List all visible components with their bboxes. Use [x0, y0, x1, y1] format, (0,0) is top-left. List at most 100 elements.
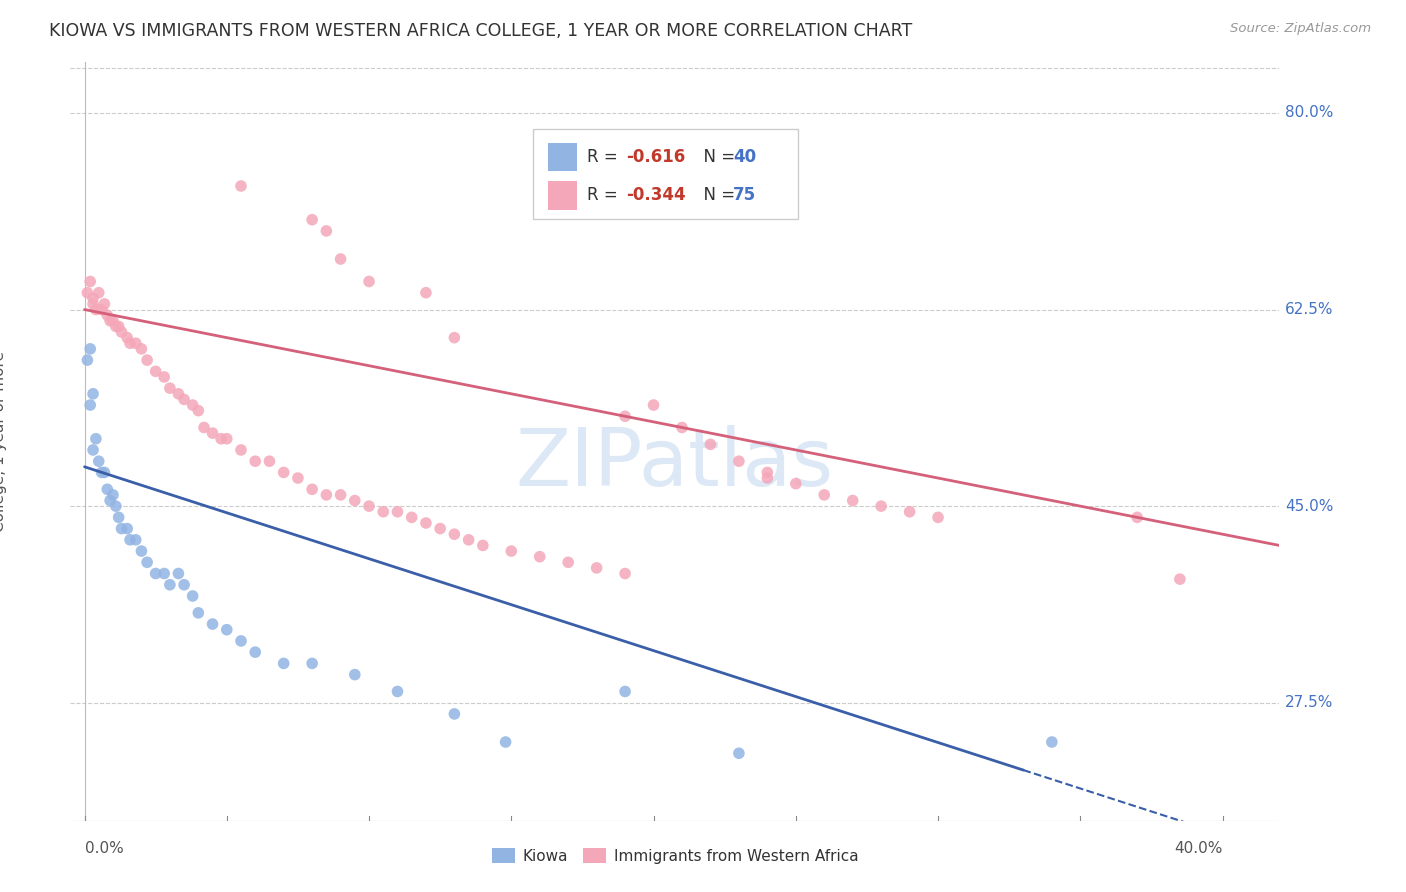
Point: [181, 589, 204, 603]
Point: [259, 454, 281, 468]
Point: [315, 224, 337, 238]
Point: [167, 566, 190, 581]
Point: [118, 533, 141, 547]
Point: [429, 522, 451, 536]
Point: [1040, 735, 1063, 749]
FancyBboxPatch shape: [533, 129, 799, 219]
Point: [110, 325, 132, 339]
Text: 45.0%: 45.0%: [1285, 499, 1333, 514]
Point: [173, 578, 195, 592]
Point: [93, 297, 115, 311]
Point: [167, 386, 190, 401]
Point: [415, 516, 437, 530]
Point: [76, 285, 98, 300]
Point: [401, 510, 423, 524]
Point: [90, 466, 112, 480]
Point: [115, 522, 138, 536]
Point: [215, 623, 238, 637]
Point: [585, 561, 607, 575]
Text: 0.0%: 0.0%: [84, 841, 124, 855]
Point: [215, 432, 238, 446]
Point: [201, 426, 224, 441]
Point: [159, 381, 181, 395]
Point: [229, 442, 252, 457]
Point: [173, 392, 195, 407]
Text: N =: N =: [693, 186, 741, 204]
Text: College, 1 year or more: College, 1 year or more: [0, 351, 7, 532]
Point: [457, 533, 479, 547]
Point: [495, 735, 517, 749]
Text: 40.0%: 40.0%: [1174, 841, 1223, 855]
Text: R =: R =: [586, 148, 623, 166]
Point: [181, 398, 204, 412]
Point: [343, 493, 366, 508]
Point: [756, 471, 779, 485]
Point: [201, 617, 224, 632]
Point: [125, 336, 148, 351]
Point: [387, 505, 409, 519]
Text: ZIPatlas: ZIPatlas: [516, 425, 834, 503]
Point: [159, 578, 181, 592]
Point: [79, 398, 101, 412]
Point: [501, 544, 523, 558]
Bar: [548, 143, 576, 171]
Point: [301, 212, 323, 227]
Text: Source: ZipAtlas.com: Source: ZipAtlas.com: [1230, 22, 1371, 36]
Point: [101, 488, 124, 502]
Point: [1126, 510, 1149, 524]
Text: 80.0%: 80.0%: [1285, 105, 1333, 120]
Point: [301, 657, 323, 671]
Point: [614, 684, 637, 698]
Point: [187, 606, 209, 620]
Point: [96, 308, 118, 322]
Point: [118, 336, 141, 351]
Point: [1168, 572, 1191, 586]
Text: 40: 40: [733, 148, 756, 166]
Point: [136, 555, 159, 569]
Point: [329, 488, 352, 502]
Point: [785, 476, 807, 491]
Point: [927, 510, 949, 524]
Point: [415, 285, 437, 300]
Text: -0.616: -0.616: [627, 148, 686, 166]
Point: [287, 471, 309, 485]
Point: [101, 314, 124, 328]
Point: [98, 493, 121, 508]
Point: [193, 420, 215, 434]
Point: [728, 746, 751, 760]
Point: [115, 331, 138, 345]
Point: [79, 275, 101, 289]
Text: 75: 75: [733, 186, 756, 204]
Text: R =: R =: [586, 186, 623, 204]
Point: [110, 522, 132, 536]
Point: [329, 252, 352, 266]
Point: [357, 499, 380, 513]
Point: [301, 483, 323, 497]
Point: [96, 483, 118, 497]
Point: [387, 684, 409, 698]
Point: [813, 488, 835, 502]
Point: [136, 353, 159, 368]
Point: [699, 437, 721, 451]
Point: [87, 454, 110, 468]
Point: [82, 297, 104, 311]
Point: [756, 466, 779, 480]
Point: [373, 505, 395, 519]
Text: -0.344: -0.344: [627, 186, 686, 204]
Point: [90, 302, 112, 317]
Point: [229, 634, 252, 648]
Point: [84, 432, 107, 446]
Point: [104, 499, 127, 513]
Point: [443, 527, 465, 541]
Point: [557, 555, 579, 569]
Point: [728, 454, 751, 468]
Point: [131, 342, 153, 356]
Point: [529, 549, 551, 564]
Point: [79, 342, 101, 356]
Point: [84, 302, 107, 317]
Point: [145, 364, 167, 378]
Legend: Kiowa, Immigrants from Western Africa: Kiowa, Immigrants from Western Africa: [485, 842, 865, 870]
Point: [273, 466, 295, 480]
Point: [841, 493, 863, 508]
Point: [671, 420, 693, 434]
